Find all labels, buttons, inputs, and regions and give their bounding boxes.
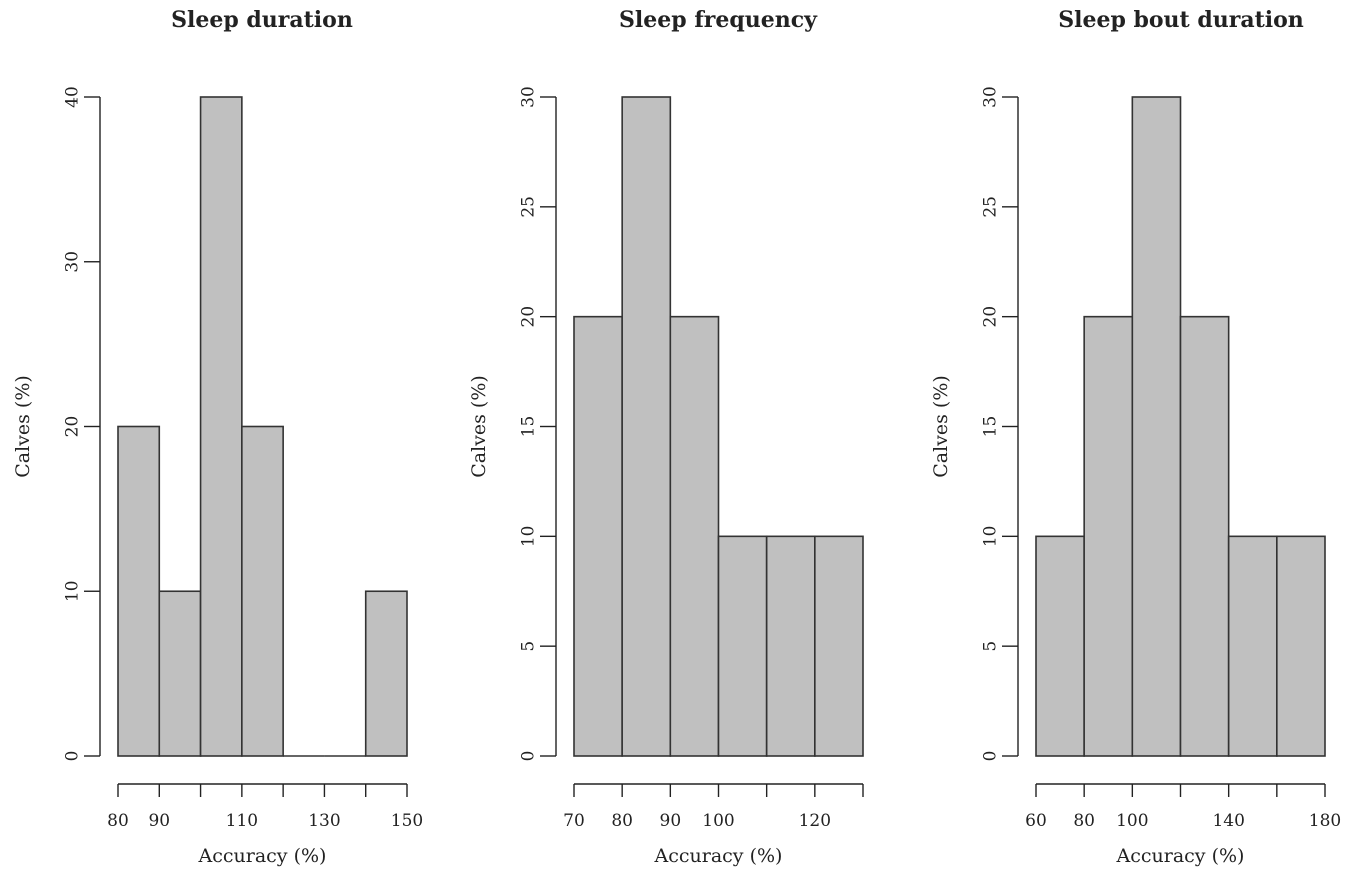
histogram-bar [1227,535,1278,757]
y-tick-label: 40 [63,86,83,108]
x-tick-label: 70 [563,811,585,831]
histogram-bar [1083,315,1134,757]
y-tick-label: 0 [519,751,539,762]
histogram-bar [573,315,623,757]
panel-sleep-frequency: Sleep frequency Accuracy (%) Calves (%) … [468,7,864,867]
histogram-bar [765,535,816,757]
y-tick-label: 15 [981,416,1001,438]
y-tick-label: 0 [63,751,83,762]
y-tick-label: 30 [519,86,539,108]
histogram-bar [1131,96,1182,757]
histogram-bar [814,535,864,757]
histogram-bar [117,425,161,757]
x-tick-label: 180 [1309,811,1341,831]
y-axis-label: Calves (%) [930,375,952,478]
histogram-bar [669,315,720,757]
x-axis-label: Accuracy (%) [654,845,783,867]
y-tick-label: 20 [63,416,83,438]
y-tick-label: 20 [519,306,539,328]
histogram-bar [364,590,408,757]
x-tick-label: 150 [391,811,423,831]
x-tick-label: 90 [148,811,170,831]
histogram-bar [717,535,768,757]
chart-title: Sleep bout duration [1058,7,1304,33]
chart-title: Sleep frequency [619,7,818,33]
x-tick-label: 100 [702,811,734,831]
histogram-bar [1035,535,1085,757]
y-tick-label: 10 [981,526,1001,548]
y-tick-label: 10 [63,580,83,602]
x-axis-label: Accuracy (%) [1116,845,1245,867]
x-tick-label: 60 [1025,811,1047,831]
panel-sleep-bout-duration: Sleep bout duration Accuracy (%) Calves … [930,7,1341,867]
y-tick-label: 5 [519,641,539,652]
histogram-bar [199,96,243,757]
y-axis-label: Calves (%) [12,375,34,478]
x-tick-label: 80 [107,811,129,831]
y-tick-label: 15 [519,416,539,438]
y-tick-label: 0 [981,751,1001,762]
y-tick-label: 5 [981,641,1001,652]
y-tick-label: 25 [519,196,539,218]
histogram-bar [621,96,672,757]
x-tick-label: 130 [308,811,340,831]
x-tick-label: 80 [611,811,633,831]
y-tick-label: 30 [981,86,1001,108]
histogram-bar [241,425,284,757]
y-tick-label: 10 [519,526,539,548]
x-tick-label: 100 [1116,811,1148,831]
panel-sleep-duration: Sleep duration Accuracy (%) Calves (%) 0… [12,7,423,867]
x-tick-label: 120 [799,811,831,831]
x-axis-label: Accuracy (%) [198,845,327,867]
y-tick-label: 30 [63,251,83,273]
histogram-bar [1276,535,1326,757]
x-tick-label: 80 [1073,811,1095,831]
histogram-bar [1179,315,1230,757]
x-tick-label: 110 [226,811,258,831]
x-tick-label: 140 [1212,811,1244,831]
y-axis-label: Calves (%) [468,375,490,478]
histogram-bar [158,590,202,757]
x-tick-label: 90 [660,811,682,831]
y-tick-label: 25 [981,196,1001,218]
chart-title: Sleep duration [171,7,353,33]
y-tick-label: 20 [981,306,1001,328]
